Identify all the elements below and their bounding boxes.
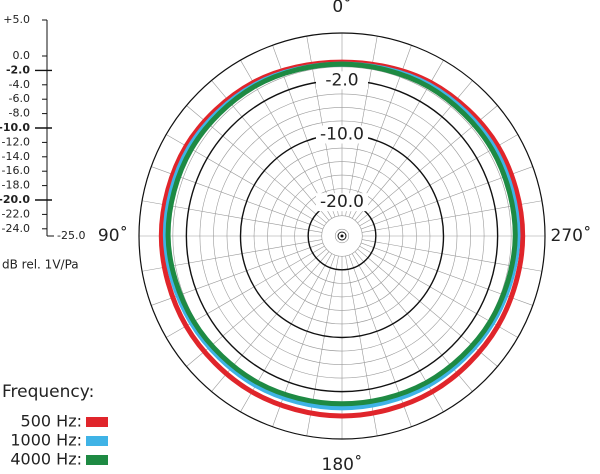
grid-ring (253, 147, 431, 325)
polar-curve (158, 59, 526, 419)
ring-label: -2.0 (325, 70, 358, 90)
theta-label: 90˚ (98, 225, 128, 246)
radial-line (351, 253, 444, 412)
grid-ring (294, 188, 390, 284)
scale-tick-label: -14.0 (2, 150, 30, 163)
ring-label: -10.0 (320, 125, 364, 145)
radial-line (211, 251, 330, 392)
radial-line (240, 253, 333, 412)
polar-curve (162, 61, 521, 411)
grid-ring (213, 107, 471, 365)
scale-tick-label: 0.0 (13, 49, 31, 62)
outer-ring (138, 32, 546, 440)
axis-label: dB rel. 1V/Pa (2, 258, 79, 272)
ring-label-bg (316, 71, 368, 90)
scale-tick-label: -25.0 (57, 229, 85, 242)
grid-ring (334, 228, 350, 244)
polar-curve (165, 61, 518, 407)
legend-swatch (86, 417, 108, 427)
scale-tick-label: -20.0 (0, 193, 30, 206)
scale-tick-label: -10.0 (0, 121, 30, 134)
legend-swatch (86, 455, 108, 465)
legend-title: Frequency: (2, 382, 94, 402)
grid-ring (321, 215, 363, 257)
ring-label: -20.0 (320, 192, 364, 212)
scale-tick-label: -4.0 (9, 78, 30, 91)
legend-label: 4000 Hz: (10, 450, 82, 469)
radial-line (354, 251, 473, 392)
center-dot (340, 234, 344, 238)
scale-tick-label: +5.0 (3, 13, 30, 26)
scale-tick-label: -8.0 (9, 107, 30, 120)
scale-tick-label: -18.0 (2, 179, 30, 192)
grid-ring (267, 161, 417, 311)
scale-tick-label: -24.0 (2, 222, 30, 235)
legend-label: 1000 Hz: (10, 431, 82, 450)
theta-label: 180˚ (322, 454, 363, 474)
legend-label: 500 Hz: (21, 412, 82, 431)
scale-tick-label: -6.0 (9, 92, 30, 105)
legend-swatch (86, 436, 108, 446)
scale-tick-label: -22.0 (2, 207, 30, 220)
ring-label-bg (316, 193, 368, 212)
grid-ring (226, 120, 458, 352)
theta-label: 0˚ (332, 0, 351, 17)
theta-label: 270˚ (551, 225, 592, 246)
scale-tick-label: -2.0 (6, 63, 30, 76)
scale-tick-label: -16.0 (2, 164, 30, 177)
grid-ring (199, 93, 485, 379)
grid-ring (280, 174, 404, 298)
scale-tick-label: -12.0 (2, 135, 30, 148)
ring-label-bg (316, 125, 368, 144)
